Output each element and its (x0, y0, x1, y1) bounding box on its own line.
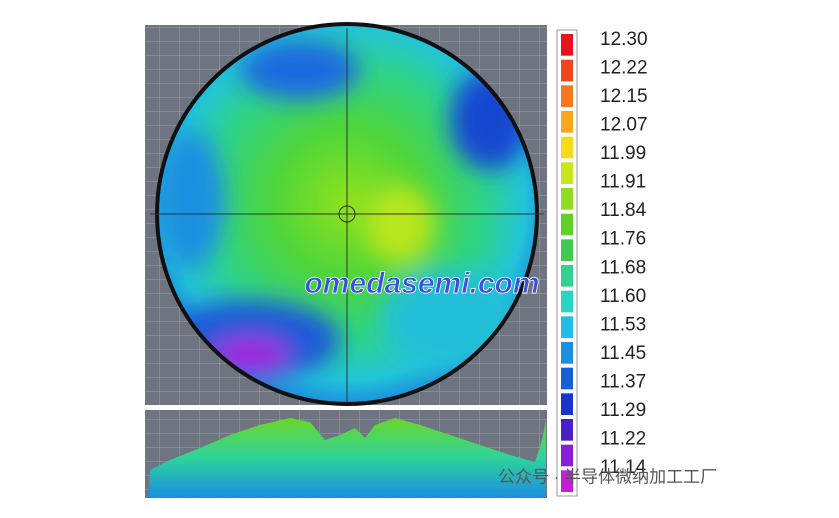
profile (148, 418, 546, 497)
colorbar (561, 34, 573, 492)
colorbar-label: 11.91 (600, 172, 646, 193)
colorbar-label: 11.84 (600, 200, 647, 221)
colorbar-label: 11.37 (600, 371, 646, 392)
colorbar-swatch (561, 444, 573, 467)
colorbar-label: 12.15 (600, 86, 648, 107)
colorbar-swatch (561, 85, 573, 107)
colorbar-label: 11.14 (600, 457, 647, 478)
colorbar-swatch (561, 290, 573, 313)
colorbar-swatch (561, 34, 573, 56)
colorbar-label: 11.68 (600, 257, 646, 278)
colorbar-swatch (561, 470, 573, 492)
colorbar-swatch (561, 239, 573, 261)
colorbar-label: 11.53 (600, 314, 646, 335)
colorbar-swatch (561, 111, 573, 133)
colorbar-label: 12.07 (600, 115, 648, 136)
colorbar-swatch (561, 316, 573, 338)
colorbar-label: 11.60 (600, 286, 646, 307)
colorbar-labels: 12.30 12.22 12.15 12.07 11.99 11.91 11.84 11.76… (600, 29, 648, 478)
colorbar-swatch (561, 136, 573, 159)
colorbar-label: 12.30 (600, 29, 648, 50)
watermark-account: 公众号 · 半导体微纳加工工厂 (498, 467, 717, 486)
center-mark (338, 205, 356, 223)
colorbar-label: 11.99 (600, 143, 646, 164)
colorbar-swatch (561, 59, 573, 82)
colorbar-swatch (561, 419, 573, 441)
colorbar-label: 11.29 (600, 400, 646, 421)
colorbar-swatch (561, 342, 573, 364)
colorbar-label: 11.76 (600, 229, 646, 250)
colorbar-swatch (561, 393, 573, 415)
watermark-site: omedasemi.com (304, 267, 539, 300)
colorbar-label: 12.22 (600, 58, 648, 79)
colorbar-label: 11.22 (600, 428, 646, 449)
colorbar-swatch (561, 265, 573, 287)
colorbar-swatch (561, 188, 573, 210)
colorbar-swatch (561, 162, 573, 184)
colorbar-swatch (561, 213, 573, 236)
colorbar-swatch (561, 367, 573, 390)
colorbar-label: 11.45 (600, 343, 646, 364)
